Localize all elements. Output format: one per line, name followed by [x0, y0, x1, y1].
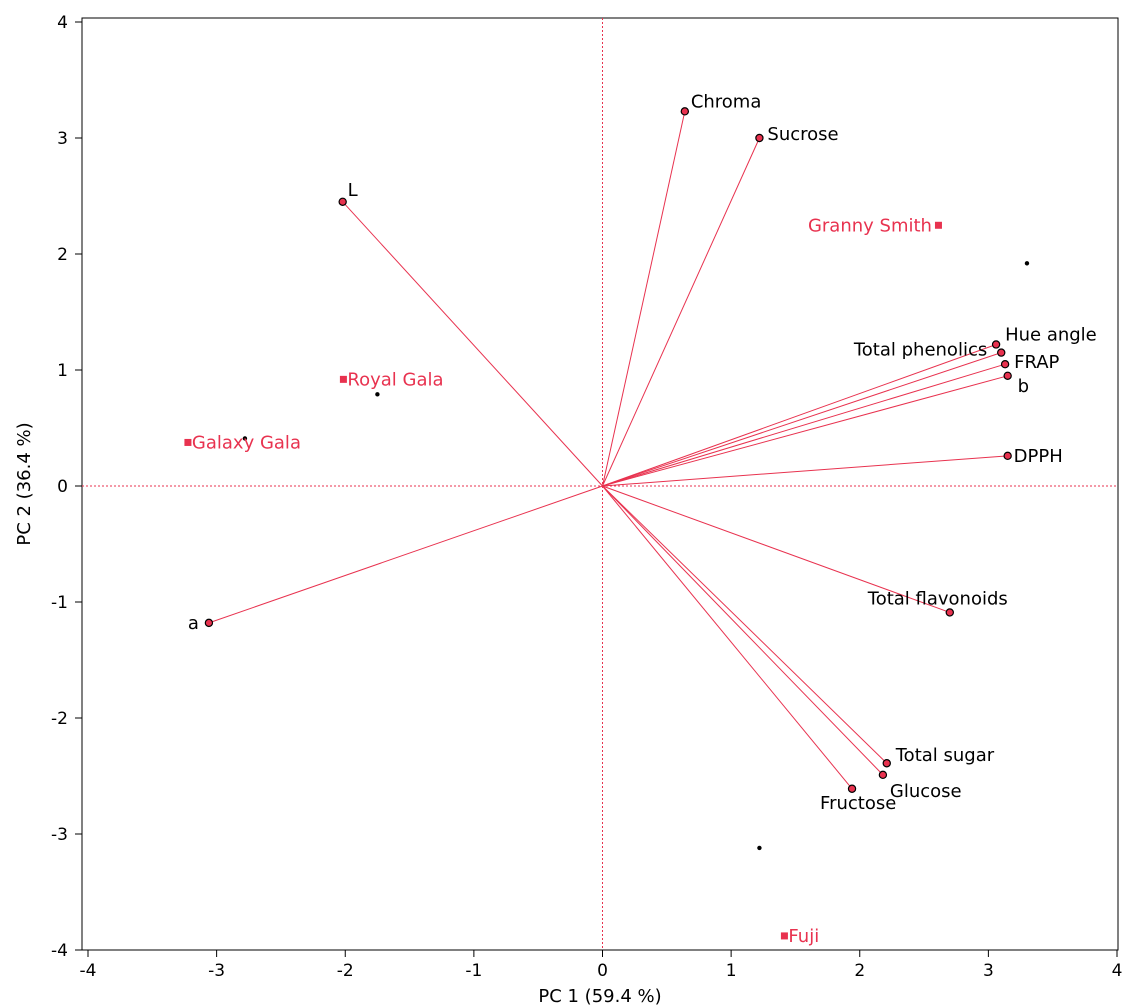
loading-label: DPPH	[1014, 446, 1063, 467]
loading-label: Total flavonoids	[867, 588, 1008, 609]
loading-vector	[603, 111, 685, 486]
x-tick-label: -4	[80, 961, 97, 981]
loading-label: b	[1018, 376, 1029, 397]
y-axis-title: PC 2 (36.4 %)	[14, 422, 35, 545]
x-tick-label: -3	[208, 961, 225, 981]
loading-label: FRAP	[1014, 352, 1059, 373]
loading-point	[756, 134, 763, 141]
x-tick-label: 1	[726, 961, 737, 981]
loading-vectors	[205, 108, 1011, 793]
score-label: Granny Smith	[808, 215, 932, 236]
loading-point	[883, 760, 890, 767]
loading-point	[879, 771, 886, 778]
loading-point	[339, 198, 346, 205]
x-tick-label: -2	[337, 961, 354, 981]
score-marker	[781, 932, 788, 939]
loading-label: a	[188, 613, 199, 634]
y-tick-label: -3	[51, 825, 68, 845]
loading-vector	[343, 202, 603, 486]
loading-point	[681, 108, 688, 115]
loading-point	[1004, 372, 1011, 379]
loading-label: Hue angle	[1005, 324, 1097, 345]
loading-label: Total phenolics	[853, 340, 987, 361]
loading-point	[992, 341, 999, 348]
loading-vector	[603, 138, 760, 486]
y-tick-label: 3	[57, 129, 68, 149]
x-axis: -4 -3 -2 -1 0 1 2 3 4	[80, 950, 1123, 981]
score-point	[375, 392, 379, 396]
loading-vector	[603, 486, 887, 763]
x-tick-label: 0	[597, 961, 608, 981]
score-label: Fuji	[788, 926, 819, 947]
loading-vector	[603, 364, 1006, 486]
score-marker	[184, 439, 191, 446]
loading-vector	[603, 376, 1008, 486]
y-tick-label: 4	[57, 13, 68, 33]
y-tick-label: 0	[57, 477, 68, 497]
loading-point	[1004, 452, 1011, 459]
loading-label: Glucose	[890, 781, 962, 802]
y-tick-label: 2	[57, 245, 68, 265]
loading-label: Sucrose	[767, 124, 838, 145]
loading-vector	[603, 456, 1008, 486]
loading-point	[205, 619, 212, 626]
x-tick-label: 3	[983, 961, 994, 981]
loading-point	[848, 785, 855, 792]
loading-vector	[209, 486, 603, 623]
score-points	[184, 222, 1029, 940]
loading-vector	[603, 486, 883, 775]
y-axis: -4 -3 -2 -1 0 1 2 3 4	[51, 13, 82, 961]
x-axis-title: PC 1 (59.4 %)	[538, 986, 661, 1007]
loading-label: Chroma	[691, 91, 762, 112]
x-tick-label: 2	[854, 961, 865, 981]
loading-label: Total sugar	[895, 745, 995, 766]
x-tick-label: -1	[465, 961, 482, 981]
loading-vector	[603, 353, 1002, 486]
y-tick-label: -1	[51, 593, 68, 613]
loading-label: Fructose	[820, 793, 896, 814]
y-tick-label: 1	[57, 361, 68, 381]
loading-point	[1001, 361, 1008, 368]
loading-point	[946, 609, 953, 616]
score-label: Galaxy Gala	[192, 432, 301, 453]
score-label: Royal Gala	[347, 369, 443, 390]
loading-label: L	[348, 180, 358, 201]
score-marker	[340, 376, 347, 383]
score-point	[1025, 261, 1029, 265]
loading-point	[998, 349, 1005, 356]
score-marker	[935, 222, 942, 229]
x-tick-label: 4	[1112, 961, 1123, 981]
score-point	[757, 846, 761, 850]
y-tick-label: -2	[51, 709, 68, 729]
y-tick-label: -4	[51, 941, 68, 961]
loading-vector	[603, 344, 997, 486]
